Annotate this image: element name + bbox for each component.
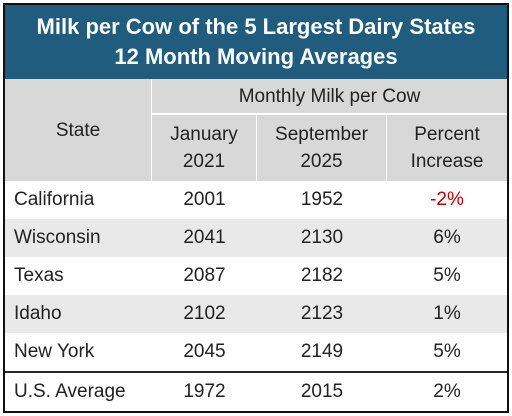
- table-row: [5, 219, 507, 257]
- cell-state: California: [14, 189, 95, 210]
- cell-sep2025: 2015: [300, 381, 344, 402]
- cell-sep2025: 2130: [300, 227, 344, 248]
- header-sep-line-2: 2025: [300, 151, 343, 172]
- cell-sep2025: 1952: [300, 189, 344, 210]
- cell-jan2021: 1972: [183, 381, 226, 402]
- cell-sep2025: 2149: [300, 341, 344, 362]
- header-pct-line-2: Increase: [410, 151, 484, 172]
- header-state: State: [5, 79, 151, 181]
- title-line-1: Milk per Cow of the 5 Largest Dairy Stat…: [36, 14, 476, 39]
- cell-jan2021: 2087: [183, 265, 226, 286]
- header-sep-line-1: September: [275, 124, 368, 145]
- cell-jan2021: 2045: [183, 341, 226, 362]
- header-group-label: Monthly Milk per Cow: [238, 85, 421, 107]
- header-jan-line-1: January: [170, 124, 238, 145]
- header-sep-2025: September 2025: [257, 115, 386, 181]
- header-percent: Percent Increase: [387, 115, 507, 181]
- header-column-divider: [386, 113, 387, 181]
- cell-pct: 5%: [433, 341, 461, 362]
- header-jan-2021: January 2021: [152, 115, 256, 181]
- table-row: [5, 257, 507, 295]
- title-line-2: 12 Month Moving Averages: [114, 44, 398, 69]
- average-row: [5, 373, 507, 411]
- cell-sep2025: 2123: [300, 303, 344, 324]
- table-row: [5, 333, 507, 371]
- cell-pct: 5%: [433, 265, 461, 286]
- cell-pct: 6%: [433, 227, 461, 248]
- header-group-divider: [152, 113, 507, 115]
- cell-pct: 2%: [433, 381, 461, 402]
- table-row: [5, 181, 507, 219]
- header-state-label: State: [55, 119, 101, 141]
- table-title: Milk per Cow of the 5 Largest Dairy Stat…: [5, 5, 507, 79]
- header-jan-line-2: 2021: [182, 151, 226, 172]
- table-frame: Milk per Cow of the 5 Largest Dairy Stat…: [3, 3, 509, 413]
- cell-pct: -2%: [430, 189, 464, 210]
- cell-sep2025: 2182: [300, 265, 344, 286]
- cell-state: Wisconsin: [14, 227, 101, 248]
- cell-pct: 1%: [433, 303, 461, 324]
- cell-state: Idaho: [14, 303, 62, 324]
- cell-state: New York: [14, 341, 95, 362]
- cell-jan2021: 2041: [183, 227, 226, 248]
- cell-state: U.S. Average: [14, 381, 126, 402]
- header-column-divider: [256, 113, 257, 181]
- cell-jan2021: 2102: [183, 303, 226, 324]
- average-divider: [5, 371, 507, 373]
- header-column-divider: [151, 79, 152, 181]
- cell-jan2021: 2001: [183, 189, 226, 210]
- header-group: Monthly Milk per Cow: [152, 79, 507, 113]
- table-row: [5, 295, 507, 333]
- cell-state: Texas: [14, 265, 64, 286]
- header-pct-line-1: Percent: [414, 124, 480, 145]
